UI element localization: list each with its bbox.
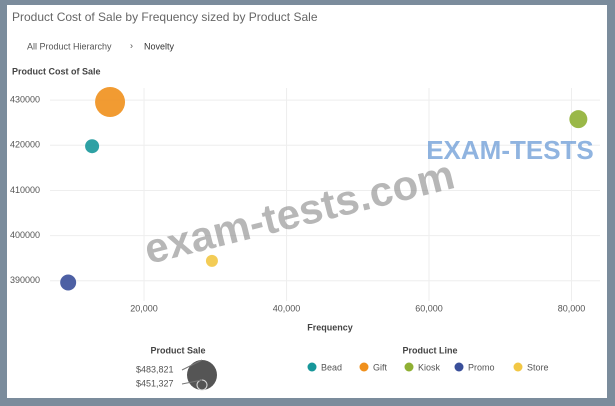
size-legend-label: $483,821 <box>136 364 174 374</box>
panel <box>7 5 607 398</box>
size-legend-circle <box>187 360 217 390</box>
bubble <box>60 274 77 291</box>
breadcrumb-current: Novelty <box>144 41 175 51</box>
x-tick-label: 20,000 <box>130 303 158 313</box>
plot: 390000 400000 410000 420000 430000 20,000 40,0… <box>10 86 600 313</box>
x-tick-label: 60,000 <box>415 303 443 313</box>
size-legend-leader <box>181 379 203 385</box>
legend: Bead Gift Kiosk Promo Store $483,821 $451,327 <box>136 359 549 391</box>
size-legend-label: $451,327 <box>136 378 174 388</box>
x-axis-label: Frequency <box>307 322 353 332</box>
bubble <box>569 110 588 129</box>
legend-swatch <box>307 362 317 372</box>
size-legend-title: Product Sale <box>150 345 205 355</box>
legend-label: Kiosk <box>418 362 441 372</box>
x-tick-label: 80,000 <box>558 303 586 313</box>
legend-label: Promo <box>468 362 495 372</box>
legend-label: Bead <box>321 362 342 372</box>
bubble <box>95 86 126 117</box>
bubble <box>205 254 218 267</box>
chart-title: Product Cost of Sale by Frequency sized … <box>12 10 318 24</box>
legend-swatch <box>454 362 464 372</box>
watermark: EXAM-TESTS <box>426 135 594 165</box>
legend-swatch <box>404 362 414 372</box>
bubble <box>85 139 100 154</box>
legend-swatch <box>359 362 369 372</box>
size-legend-leader <box>181 359 203 371</box>
y-tick-label: 430000 <box>10 95 40 105</box>
y-tick-label: 390000 <box>10 275 40 285</box>
breadcrumb-root[interactable]: All Product Hierarchy <box>27 41 112 51</box>
legend-label: Gift <box>373 362 388 372</box>
y-tick-label: 420000 <box>10 140 40 150</box>
legend-title: Product Line <box>402 345 457 355</box>
legend-label: Store <box>527 362 549 372</box>
y-tick-label: 400000 <box>10 230 40 240</box>
breadcrumb-separator: › <box>130 40 133 50</box>
legend-swatch <box>513 362 523 372</box>
y-axis-label: Product Cost of Sale <box>12 66 101 76</box>
x-tick-label: 40,000 <box>273 303 301 313</box>
y-tick-label: 410000 <box>10 185 40 195</box>
